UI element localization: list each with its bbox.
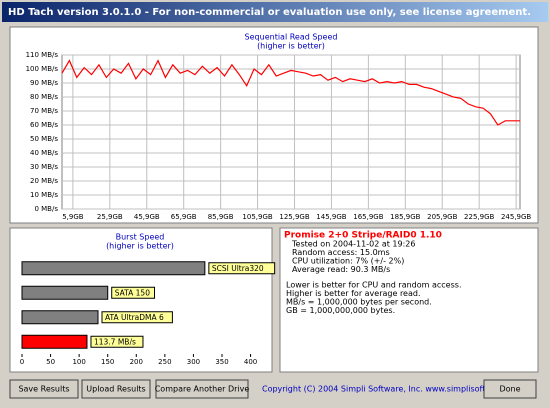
button-face (483, 379, 537, 399)
button-label: Save Results (18, 385, 69, 394)
burst-subtitle: (higher is better) (106, 242, 174, 251)
button[interactable]: Upload Results (81, 379, 151, 399)
y-tick-label: 110 MB/s (26, 51, 59, 59)
y-tick-label: 20 MB/s (30, 177, 58, 185)
burst-title: Burst Speed (116, 233, 165, 242)
read-title: Sequential Read Speed (245, 33, 338, 42)
x-tick-label: 200 (130, 358, 143, 366)
x-tick-label: 25,9GB (97, 213, 123, 221)
x-tick-label: 225,9GB (464, 213, 494, 221)
x-tick-label: 250 (158, 358, 171, 366)
y-tick-label: 50 MB/s (30, 135, 58, 143)
copyright: Copyright (C) 2004 Simpli Software, Inc.… (262, 385, 525, 394)
x-tick-label: 300 (187, 358, 200, 366)
x-tick-label: 65,9GB (171, 213, 197, 221)
bar-label: SATA 150 (115, 288, 151, 297)
info-line: Random access: 15.0ms (292, 248, 390, 257)
x-tick-label: 125,9GB (279, 213, 309, 221)
y-tick-label: 10 MB/s (30, 191, 58, 199)
bar (21, 285, 109, 300)
x-tick-label: 165,9GB (353, 213, 383, 221)
read-subtitle: (higher is better) (257, 42, 325, 51)
button-label: Compare Another Drive (155, 385, 250, 394)
label-box (111, 286, 156, 299)
button[interactable]: Done (483, 379, 537, 399)
info-line: Tested on 2004-11-02 at 19:26 (291, 240, 415, 249)
y-tick-label: 30 MB/s (30, 163, 58, 171)
x-tick-label: 150 (101, 358, 114, 366)
button-face (155, 379, 249, 399)
label-box (101, 311, 173, 324)
x-tick-label: 50 (46, 358, 55, 366)
info-note: MB/s = 1,000,000 bytes per second. (286, 298, 432, 307)
button[interactable]: Compare Another Drive (155, 379, 250, 399)
bar (21, 261, 206, 276)
button-label: Upload Results (86, 385, 145, 394)
y-tick-label: 70 MB/s (30, 107, 58, 115)
x-tick-label: 400 (244, 358, 257, 366)
x-tick-label: 5,9GB (62, 213, 84, 221)
info-note: Higher is better for average read. (286, 289, 421, 298)
y-tick-label: 100 MB/s (26, 65, 59, 73)
info-note: GB = 1,000,000,000 bytes. (286, 306, 395, 315)
bar-label: 113.7 MB/s (94, 337, 136, 346)
info-line: CPU utilization: 7% (+/- 2%) (292, 257, 404, 266)
x-tick-label: 85,9GB (208, 213, 234, 221)
y-tick-label: 90 MB/s (30, 79, 58, 87)
y-tick-label: 60 MB/s (30, 121, 58, 129)
x-tick-label: 0 (20, 358, 24, 366)
y-tick-label: 0 MB/s (34, 205, 58, 213)
label-box (90, 335, 144, 348)
x-tick-label: 185,9GB (390, 213, 420, 221)
read-line (61, 59, 520, 126)
info-title: Promise 2+0 Stripe/RAID0 1.10 (284, 231, 442, 241)
x-tick-label: 45,9GB (134, 213, 160, 221)
x-tick-label: 105,9GB (242, 213, 272, 221)
bar (21, 334, 88, 349)
button[interactable]: Save Results (9, 379, 79, 399)
plot-area (61, 54, 521, 210)
bar-label: SCSI Ultra320 (212, 264, 264, 273)
button-face (81, 379, 151, 399)
info-panel (279, 227, 539, 373)
x-tick-label: 100 (72, 358, 85, 366)
x-tick-label: 245,9GB (501, 213, 531, 221)
bar (21, 310, 99, 325)
window-title: HD Tach version 3.0.1.0 - For non-commer… (8, 7, 531, 18)
label-box (208, 262, 276, 275)
info-line: Average read: 90.3 MB/s (292, 265, 390, 274)
x-tick-label: 205,9GB (427, 213, 457, 221)
y-tick-label: 80 MB/s (30, 93, 58, 101)
x-tick-label: 145,9GB (316, 213, 346, 221)
info-note: Lower is better for CPU and random acces… (286, 281, 461, 290)
bar-label: ATA UltraDMA 6 (105, 313, 164, 322)
button-label: Done (499, 385, 520, 394)
button-face (9, 379, 79, 399)
title-bar (2, 2, 548, 22)
y-tick-label: 40 MB/s (30, 149, 58, 157)
x-tick-label: 350 (215, 358, 228, 366)
